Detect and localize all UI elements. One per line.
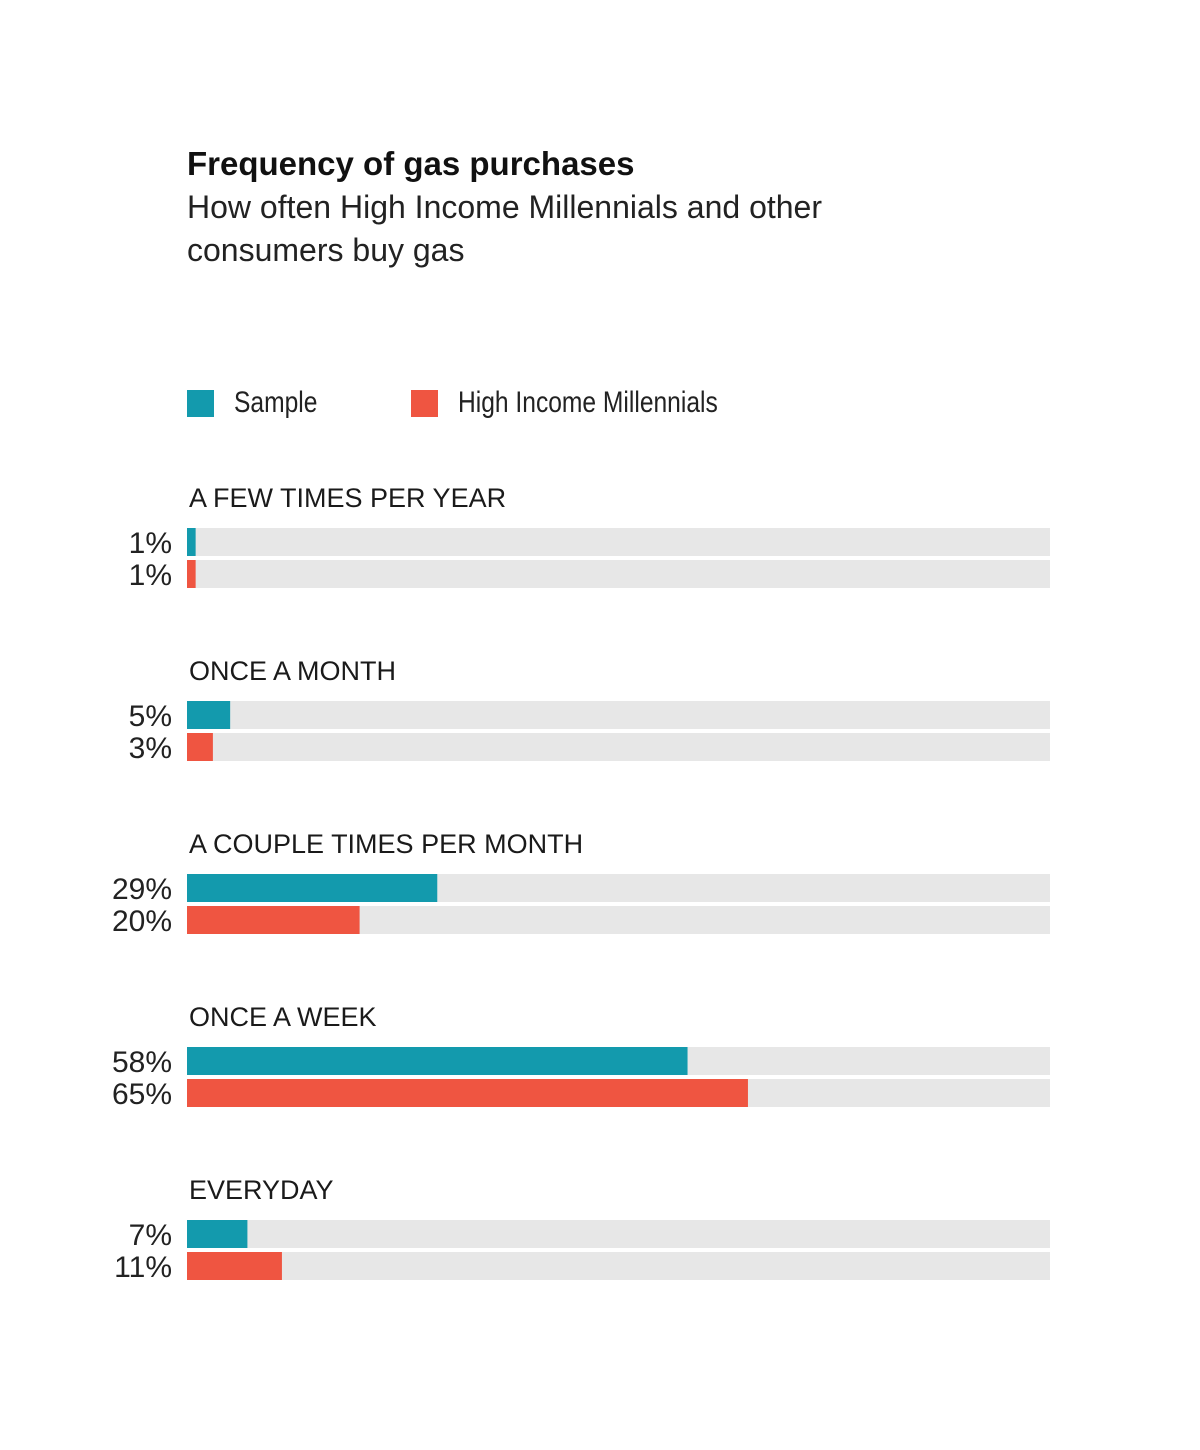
category-label-a-few-times-per-year: A FEW TIMES PER YEAR [189,483,506,513]
bar-high-income-millennials-a-few-times-per-year [187,560,196,588]
category-label-everyday: EVERYDAY [189,1175,334,1205]
legend-label-high-income-millennials: High Income Millennials [458,386,718,419]
legend-label-sample: Sample [234,386,318,419]
bar-sample-a-few-times-per-year [187,528,196,556]
bar-high-income-millennials-everyday [187,1252,282,1280]
bar-high-income-millennials-once-a-month [187,733,213,761]
value-label: 58% [112,1046,172,1079]
bar-track [187,1252,1050,1280]
value-label: 20% [112,905,172,938]
bar-track [187,560,1050,588]
category-label-once-a-week: ONCE A WEEK [189,1002,377,1032]
bar-sample-a-couple-times-per-month [187,874,438,902]
bar-high-income-millennials-a-couple-times-per-month [187,906,360,934]
bar-track [187,1220,1050,1248]
value-label: 1% [129,527,172,560]
legend-swatch-sample [187,389,214,417]
value-label: 11% [114,1251,172,1284]
bar-sample-once-a-week [187,1047,688,1075]
chart-title: Frequency of gas purchases [187,145,635,182]
chart-subtitle: How often High Income Millennials and ot… [187,189,822,268]
category-label-a-couple-times-per-month: A COUPLE TIMES PER MONTH [189,829,583,859]
legend: Sample High Income Millennials [187,383,1087,423]
bar-high-income-millennials-once-a-week [187,1079,748,1107]
legend-swatch-high-income-millennials [411,389,438,417]
value-label: 1% [129,559,172,592]
legend-item-high-income-millennials: High Income Millennials [411,383,775,423]
bar-track [187,733,1050,761]
value-label: 29% [112,873,172,906]
value-label: 5% [129,700,172,733]
value-label: 3% [129,732,172,765]
bar-track [187,701,1050,729]
bar-sample-everyday [187,1220,248,1248]
value-label: 65% [112,1078,172,1111]
value-label: 7% [129,1219,172,1252]
bar-track [187,528,1050,556]
category-label-once-a-month: ONCE A MONTH [189,656,396,686]
legend-item-sample: Sample [187,383,336,423]
bar-sample-once-a-month [187,701,231,729]
